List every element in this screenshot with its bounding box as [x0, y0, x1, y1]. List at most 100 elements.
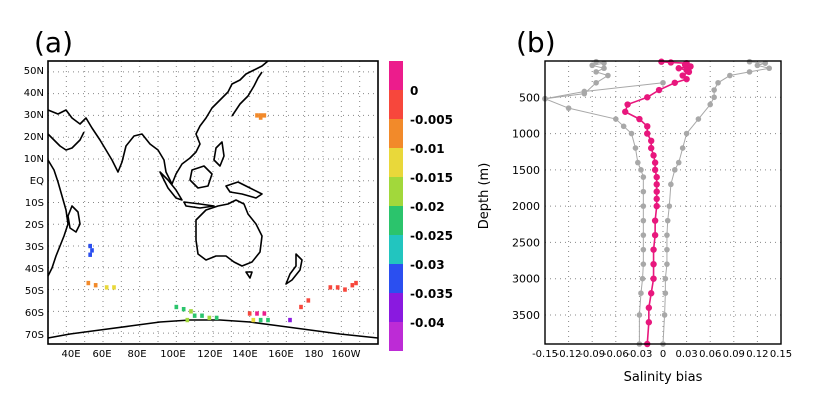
profile-point-lower-bound: [640, 261, 647, 267]
map-gridlines: [48, 61, 378, 344]
profile-point-mean: [651, 159, 659, 166]
profile-line-upper-bound: [662, 61, 770, 345]
profile-point-mean: [653, 181, 660, 188]
map-y-tick: 50N: [24, 66, 44, 77]
profile-point-upper-bound: [746, 69, 753, 75]
map-cell: [343, 287, 347, 292]
profile-point-mean: [644, 130, 651, 137]
colorbar: 0 -0.005 -0.01 -0.015 -0.02 -0.025 -0.03…: [389, 61, 453, 351]
profile-x-tick: 0.06: [699, 349, 721, 360]
tasmania: [245, 271, 253, 279]
profile-point-upper-bound: [715, 79, 721, 86]
profile-point-mean: [681, 61, 689, 68]
map-cell: [262, 311, 267, 316]
map-cell: [104, 285, 109, 290]
profile-point-lower-bound: [635, 159, 641, 166]
philippines: [213, 141, 225, 167]
profile-point-lower-bound: [640, 217, 647, 224]
map-cell: [262, 113, 267, 118]
profile-point-mean: [644, 94, 651, 101]
map-x-tick-labels: 40E 60E 80E 100E 120E 140E 160E 180 160W: [61, 349, 360, 360]
asia-coast: [47, 60, 269, 185]
map-cell: [181, 306, 186, 312]
profile-frame: [544, 60, 782, 345]
profile-point-upper-bound: [675, 159, 682, 166]
profile-point-upper-bound: [664, 217, 671, 224]
indonesia-borneo: [189, 165, 213, 189]
profile-point-upper-bound: [727, 72, 733, 79]
japan: [231, 71, 263, 117]
colorbar-segment: [389, 206, 403, 235]
profile-point-mean: [650, 152, 657, 159]
colorbar-segments: [389, 61, 403, 351]
profile-point-mean: [645, 304, 653, 311]
profile-point-upper-bound: [664, 232, 670, 238]
map-cell: [247, 311, 252, 316]
map-y-tick: 30S: [25, 242, 44, 253]
australia: [195, 199, 263, 267]
profile-point-lower-bound: [640, 174, 647, 180]
colorbar-segment: [389, 90, 403, 119]
profile-x-tick: 0.09: [723, 349, 745, 360]
profile-point-lower-bound: [620, 123, 627, 130]
profile-point-mean: [651, 217, 659, 224]
profile-point-upper-bound: [668, 181, 674, 188]
map-cell: [255, 113, 259, 118]
panel-b-label: (b): [516, 26, 556, 59]
map-cell: [174, 304, 179, 310]
colorbar-label: -0.005: [410, 113, 453, 127]
profile-x-tick: 0: [660, 349, 666, 360]
profile-point-lower-bound: [632, 145, 639, 151]
coastlines: [47, 60, 379, 339]
profile-y-tick-labels: 500 1000 1500 2000 2500 3000 3500: [512, 91, 540, 322]
profile-point-mean: [645, 319, 653, 326]
map-cell: [306, 298, 311, 303]
map-x-tick: 40E: [61, 349, 80, 360]
profile-point-lower-bound: [640, 203, 647, 209]
profile-point-mean: [658, 58, 665, 65]
profile-point-upper-bound: [679, 145, 686, 151]
map-cell: [214, 315, 219, 321]
profile-y-tick: 3000: [512, 273, 540, 286]
profile-x-axis-label: Salinity bias: [624, 370, 703, 385]
indonesia-sumatra: [159, 171, 183, 201]
map-x-tick: 80E: [127, 349, 146, 360]
profile-y-tick: 1000: [512, 128, 540, 141]
indonesia-java: [183, 201, 215, 209]
map-cell: [255, 311, 259, 316]
colorbar-label: -0.04: [410, 316, 445, 330]
profile-point-upper-bound: [711, 94, 717, 101]
profile-point-mean: [636, 115, 643, 123]
profile-series: [542, 58, 772, 348]
profile-point-lower-bound: [593, 69, 599, 75]
profile-point-mean: [650, 275, 657, 282]
map-y-tick: EQ: [30, 176, 44, 187]
map-cell: [88, 243, 92, 249]
colorbar-label: -0.03: [410, 258, 445, 272]
profile-x-tick: 0.03: [675, 349, 697, 360]
profile-point-lower-bound: [639, 275, 646, 282]
profile-point-lower-bound: [601, 60, 607, 66]
profile-point-upper-bound: [672, 167, 678, 173]
map-cell: [207, 315, 212, 321]
colorbar-segment: [389, 177, 403, 206]
colorbar-segment: [389, 235, 403, 264]
map-cell: [350, 283, 355, 288]
profile-point-mean: [671, 79, 678, 86]
profile-y-tick: 1500: [512, 164, 540, 177]
map-y-tick: 10S: [25, 198, 44, 209]
colorbar-label: -0.01: [410, 142, 445, 156]
colorbar-label: -0.025: [410, 229, 453, 243]
profile-point-upper-bound: [664, 261, 670, 267]
profile-point-mean: [655, 86, 663, 94]
madagascar: [67, 205, 81, 233]
map-cell: [266, 317, 270, 323]
panel-a-label: (a): [34, 26, 73, 59]
map-y-tick: 10N: [24, 154, 44, 165]
map-cell: [328, 285, 333, 290]
map-cell: [93, 283, 98, 288]
map-cell: [86, 280, 91, 286]
profile-point-upper-bound: [707, 101, 713, 108]
map-cell: [299, 304, 303, 310]
